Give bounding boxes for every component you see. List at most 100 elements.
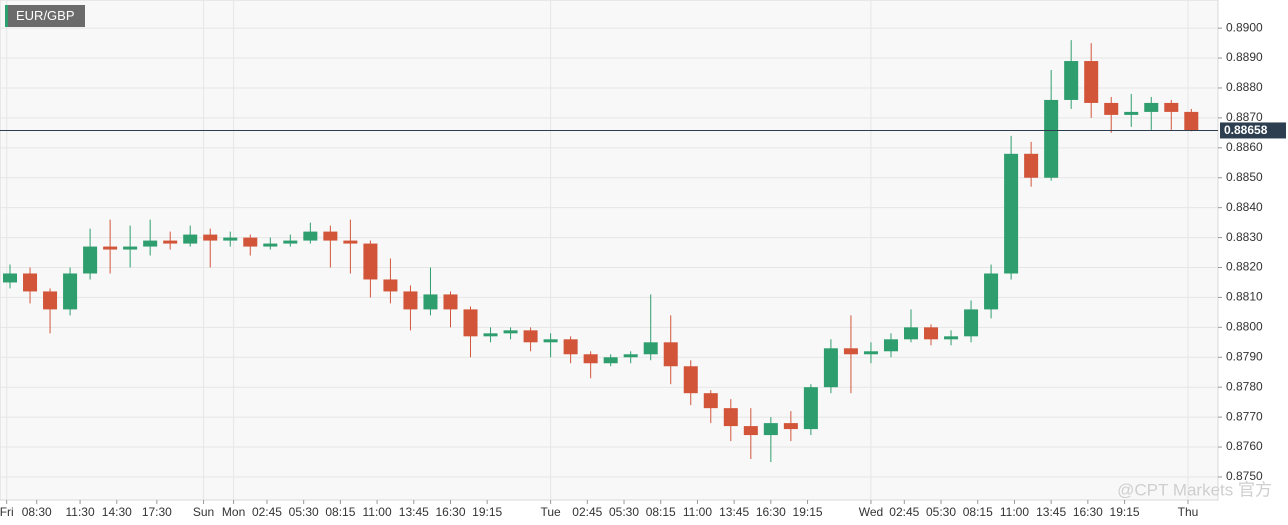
candle-body	[103, 246, 118, 250]
x-tick-label: 02:45	[889, 505, 919, 519]
last-price-box	[1220, 122, 1286, 139]
candle-body	[643, 342, 658, 355]
candle-body	[1124, 111, 1139, 115]
x-tick-label: 17:30	[142, 505, 172, 519]
candle-body	[503, 330, 518, 334]
y-tick-label: 0.8870	[1226, 110, 1263, 124]
candle-body	[283, 240, 298, 244]
y-tick-label: 0.8800	[1226, 320, 1263, 334]
candle-body	[543, 339, 558, 343]
y-tick-label: 0.8840	[1226, 200, 1263, 214]
candle-body	[723, 408, 738, 427]
candle-body	[43, 291, 58, 310]
candle-body	[63, 273, 78, 310]
symbol-stripe	[5, 5, 8, 27]
x-tick-label: 16:30	[756, 505, 786, 519]
last-price-label: 0.88658	[1224, 123, 1268, 137]
x-tick-label: Fri	[0, 505, 14, 519]
candle-body	[123, 246, 138, 250]
x-tick-label: 08:15	[325, 505, 355, 519]
candle-body	[663, 342, 678, 367]
y-tick-label: 0.8880	[1226, 80, 1263, 94]
x-tick-label: Sun	[193, 505, 214, 519]
candle-body	[443, 294, 458, 310]
candle-body	[903, 327, 919, 340]
candle-body	[183, 234, 198, 244]
candle-body	[883, 339, 898, 352]
y-tick-label: 0.8900	[1226, 20, 1263, 34]
x-tick-label: Thu	[1178, 505, 1199, 519]
candle-body	[1164, 102, 1179, 112]
x-tick-label: 16:30	[435, 505, 465, 519]
x-tick-label: 19:15	[1110, 505, 1140, 519]
y-tick-label: 0.8750	[1226, 469, 1263, 483]
y-tick-label: 0.8790	[1226, 349, 1263, 363]
candle-body	[1084, 61, 1099, 103]
x-tick-label: 13:45	[719, 505, 749, 519]
y-tick-label: 0.8760	[1226, 439, 1263, 453]
y-tick-label: 0.8830	[1226, 230, 1263, 244]
y-tick-label: 0.8890	[1226, 50, 1263, 64]
x-tick-label: Wed	[859, 505, 883, 519]
candle-body	[944, 336, 959, 340]
x-tick-label: 16:30	[1073, 505, 1103, 519]
candle-body	[143, 240, 158, 247]
y-tick-label: 0.8780	[1226, 379, 1263, 393]
candle-body	[1024, 153, 1039, 178]
x-tick-label: 13:45	[1036, 505, 1066, 519]
candle-body	[984, 273, 999, 310]
candle-body	[763, 423, 778, 436]
candle-body	[223, 237, 238, 241]
y-tick-label: 0.8860	[1226, 140, 1263, 154]
candle-body	[743, 426, 758, 436]
candle-body	[563, 339, 578, 355]
candle-body	[783, 423, 798, 430]
candle-body	[423, 294, 438, 310]
candle-body	[803, 387, 818, 430]
plot-area	[0, 0, 1219, 501]
x-tick-label: 14:30	[102, 505, 132, 519]
candle-body	[843, 348, 858, 355]
candle-body	[243, 237, 258, 247]
candle-body	[463, 309, 478, 337]
x-tick-label: 05:30	[289, 505, 319, 519]
x-tick-label: 19:15	[793, 505, 823, 519]
candle-body	[623, 354, 638, 358]
x-tick-label: 08:30	[22, 505, 52, 519]
candle-body	[1064, 61, 1079, 100]
candle-body	[323, 231, 338, 241]
candle-body	[964, 309, 979, 337]
candle-body	[403, 291, 418, 310]
candle-body	[203, 234, 218, 241]
candle-body	[1104, 102, 1119, 115]
x-tick-label: 11:00	[683, 505, 712, 519]
candle-body	[523, 330, 538, 343]
x-tick-label: 11:00	[1000, 505, 1029, 519]
watermark: @CPT Markets 官方	[1117, 480, 1272, 499]
candle-body	[3, 273, 18, 283]
x-tick-label: 05:30	[926, 505, 956, 519]
candle-body	[683, 366, 698, 394]
candle-body	[823, 348, 838, 388]
x-tick-label: 11:00	[363, 505, 392, 519]
x-tick-label: 08:15	[963, 505, 993, 519]
candle-body	[1044, 99, 1059, 178]
candle-body	[1144, 102, 1159, 112]
y-tick-label: 0.8820	[1226, 260, 1263, 274]
candle-body	[303, 231, 318, 241]
x-tick-label: 08:15	[646, 505, 676, 519]
chart-title: EUR/GBP	[16, 8, 75, 23]
y-tick-label: 0.8850	[1226, 170, 1263, 184]
candle-body	[83, 246, 98, 274]
symbol-box	[5, 5, 85, 27]
candle-body	[583, 354, 598, 364]
candle-body	[863, 351, 878, 355]
x-tick-label: 02:45	[572, 505, 602, 519]
x-tick-label: 02:45	[252, 505, 282, 519]
x-tick-label: 11:30	[66, 505, 95, 519]
candle-body	[1184, 111, 1199, 131]
candle-body	[703, 393, 718, 409]
x-tick-label: Mon	[222, 505, 245, 519]
y-tick-label: 0.8810	[1226, 290, 1263, 304]
